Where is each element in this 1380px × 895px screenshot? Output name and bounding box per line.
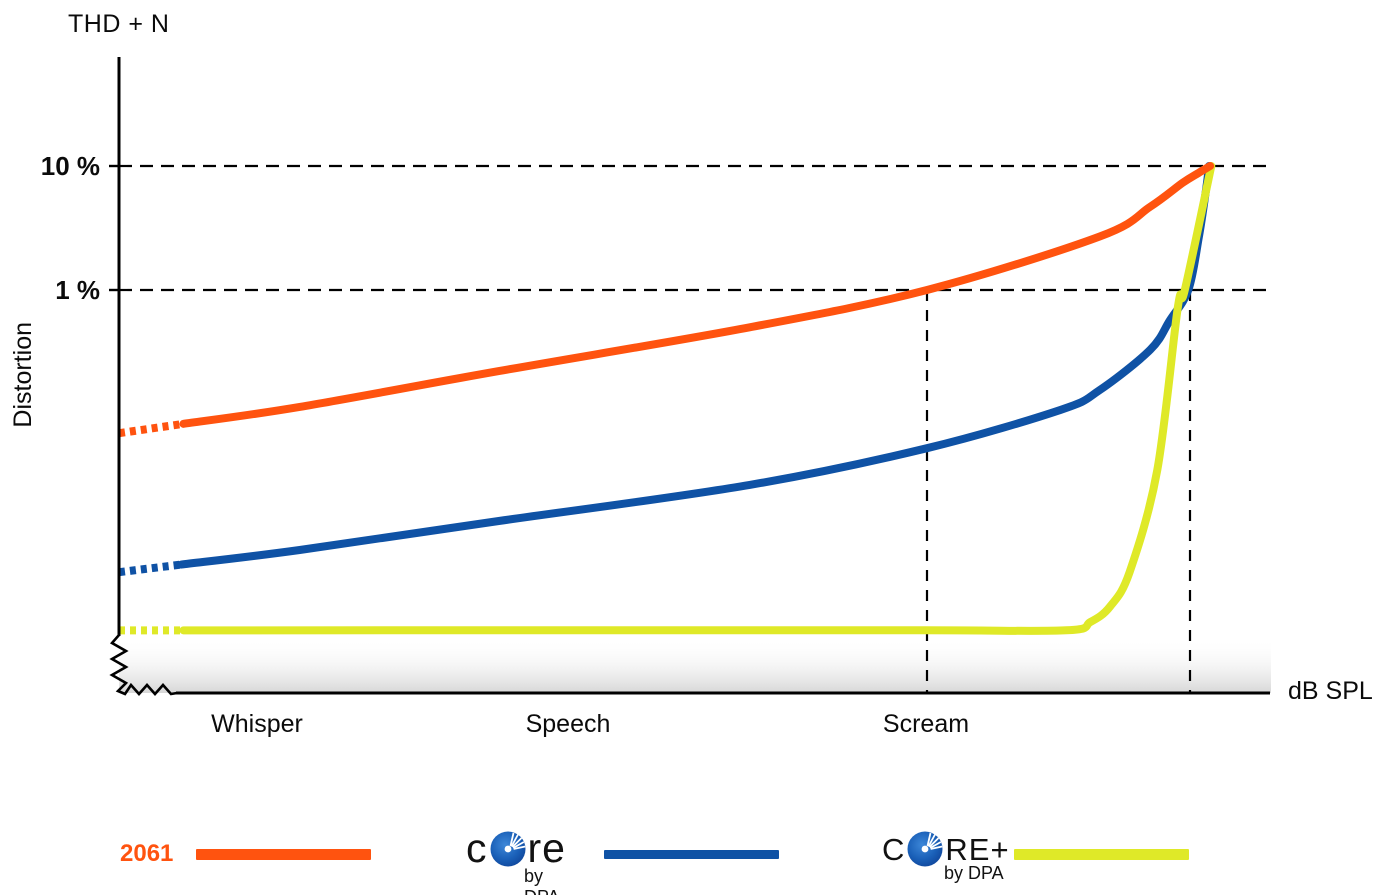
- y-axis-break-zigzag: [109, 634, 178, 696]
- core-by-dpa-logo: c re by DPA: [466, 825, 566, 895]
- curve-dotted-head-CORE by DPA: [118, 560, 182, 577]
- y-axis-label: Distortion: [9, 322, 37, 428]
- core-logo-text-end: re: [527, 825, 566, 871]
- y-tick-10-percent: 10 %: [40, 151, 100, 181]
- dpa-core-disc-icon: [490, 831, 525, 866]
- curve-2061: [179, 162, 1215, 428]
- axes: [109, 57, 1270, 696]
- y-tick-1-percent: 1 %: [55, 275, 100, 305]
- curve-dotted-head-2061: [118, 419, 185, 438]
- chart-title: THD + N: [68, 10, 170, 38]
- legend-2061-line-swatch: [196, 849, 371, 860]
- x-category-speech: Speech: [525, 710, 611, 738]
- core-plus-logo-text-end: RE+: [945, 831, 1010, 867]
- core-logo-text-start: c: [466, 825, 488, 871]
- dpa-core-plus-disc-icon: [907, 831, 943, 867]
- guide-lines: [119, 164, 1273, 693]
- core-plus-logo-text-start: C: [882, 831, 906, 867]
- x-axis-label: dB SPL: [1288, 677, 1373, 705]
- curve-CORE+ by DPA: [179, 162, 1216, 635]
- y-axis-ticks: [109, 164, 119, 292]
- core-plus-logo-subtext: by DPA: [944, 863, 1004, 883]
- x-category-whisper: Whisper: [211, 710, 303, 738]
- legend-2061-label: 2061: [120, 840, 174, 867]
- x-category-scream: Scream: [882, 710, 970, 738]
- distortion-curves: [118, 162, 1216, 635]
- curve-CORE by DPA: [177, 162, 1213, 569]
- core-plus-by-dpa-logo: C RE+ by DPA: [882, 831, 1010, 883]
- core-logo-subtext: by DPA: [524, 866, 560, 895]
- legend-core-plus-line-swatch: [1014, 849, 1189, 860]
- axis-fade-band: [119, 638, 1271, 693]
- legend-core-line-swatch: [604, 850, 779, 859]
